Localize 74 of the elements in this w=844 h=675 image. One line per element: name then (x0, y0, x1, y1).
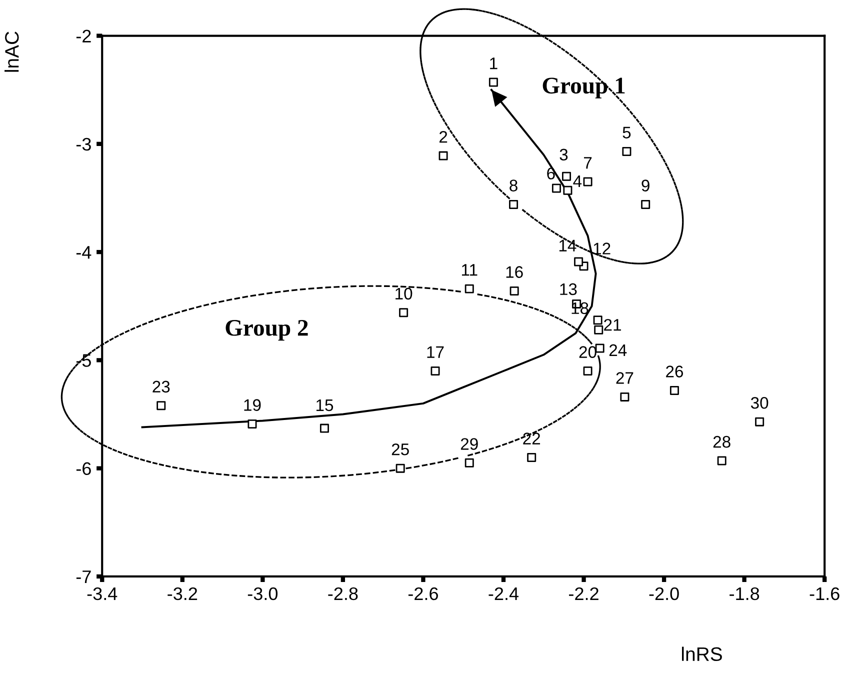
y-tick-label: -2 (76, 30, 91, 42)
point (156, 401, 166, 410)
annotation: 9 (642, 180, 650, 192)
point (464, 458, 474, 468)
x-tick-label: -2.2 (569, 587, 598, 600)
point (399, 308, 408, 318)
annotation: 29 (460, 438, 478, 450)
point (717, 456, 726, 466)
y-tick-label: -4 (76, 246, 92, 259)
annotation: 1 (490, 58, 498, 70)
annotation: 25 (392, 443, 409, 456)
annotation: 11 (462, 264, 478, 276)
x-tick-label: -2.8 (328, 587, 358, 600)
annotation: 17 (427, 346, 444, 358)
annotation: 13 (560, 283, 577, 296)
point (438, 151, 448, 160)
point (248, 419, 257, 428)
annotation: 15 (316, 399, 334, 412)
annotation: 2 (439, 130, 448, 143)
point (574, 257, 584, 266)
annotation: Group 2 (226, 320, 308, 341)
point (396, 464, 405, 473)
annotation: 14 (559, 240, 576, 252)
point (583, 177, 592, 186)
annotation: 30 (750, 397, 768, 409)
annotation: 20 (579, 346, 596, 358)
point (552, 184, 561, 193)
annotation: 7 (584, 157, 592, 169)
point (583, 366, 592, 376)
x-tick-label: -2.0 (649, 587, 679, 600)
x-tick-label: -3.4 (87, 587, 118, 600)
annotation: 21 (604, 318, 621, 331)
point (562, 172, 572, 181)
annotation: 19 (244, 399, 261, 411)
annotation: 28 (713, 436, 730, 448)
y-axis-title: lnAC (4, 32, 19, 72)
annotation: 23 (152, 380, 170, 393)
annotation: Group 1 (542, 78, 625, 98)
point (430, 366, 440, 376)
y-tick-label: -7 (76, 570, 91, 583)
y-tick-label: -3 (76, 138, 91, 151)
point (464, 284, 474, 294)
point (670, 386, 679, 395)
point (510, 286, 519, 296)
x-tick-label: -2.4 (488, 587, 519, 600)
x-tick-label: -2.6 (408, 587, 438, 600)
x-tick-label: -1.8 (730, 587, 760, 600)
point (488, 78, 498, 87)
point (527, 453, 536, 462)
annotation: 22 (523, 432, 540, 444)
y-tick-label: -6 (76, 462, 91, 476)
annotation: 16 (506, 266, 523, 278)
point (563, 186, 572, 195)
point (509, 200, 518, 209)
annotation: 24 (609, 344, 627, 356)
point (641, 200, 650, 209)
annotation: 12 (594, 242, 610, 254)
annotation: 10 (396, 288, 412, 300)
x-tick-label: -3.0 (248, 587, 278, 600)
point (755, 417, 764, 426)
point (594, 325, 604, 334)
point (593, 316, 602, 325)
annotation: 3 (560, 148, 568, 161)
point (622, 146, 632, 156)
point (620, 392, 630, 402)
x-tick-label: -3.2 (168, 587, 198, 600)
point (320, 424, 329, 433)
x-tick-label: -1.6 (810, 587, 840, 600)
annotation: 27 (616, 372, 634, 384)
annotation: 5 (622, 126, 631, 138)
annotation: 8 (510, 180, 518, 192)
annotation: 4 (573, 175, 582, 187)
annotation: 26 (666, 366, 684, 378)
x-axis-title: lnRS (682, 646, 722, 662)
